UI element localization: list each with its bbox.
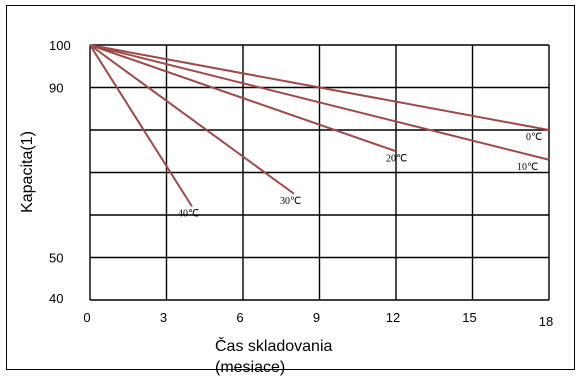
x-tick-label-6: 18 [539, 314, 553, 329]
tick-labels: 0 3 6 9 12 15 18 40 50 90 100 [49, 38, 553, 329]
y-tick-label-3: 100 [49, 38, 71, 53]
series-label-3: 30℃ [280, 196, 301, 207]
chart-frame [6, 5, 575, 370]
y-tick-label-2: 90 [49, 81, 63, 96]
series-lines: 0℃ 10℃ 20℃ 30℃ 40℃ [89, 44, 550, 220]
y-tick-label-0: 40 [49, 291, 63, 306]
x-tick-label-1: 3 [160, 310, 167, 325]
x-tick-label-4: 12 [386, 310, 400, 325]
series-label-2: 20℃ [386, 153, 407, 164]
x-tick-label-2: 6 [236, 310, 243, 325]
x-tick-label-0: 0 [83, 310, 90, 325]
x-axis-title-line2: (mesiace) [215, 359, 285, 376]
y-axis-title: Kapacita(1) [19, 131, 36, 213]
series-label-0: 0℃ [526, 132, 542, 143]
series-label-1: 10℃ [517, 162, 538, 173]
series-line-0 [89, 44, 550, 131]
x-axis-title-line1: Čas skladovania [215, 336, 333, 355]
y-tick-label-1: 50 [49, 251, 63, 266]
grid [89, 44, 550, 301]
series-line-4 [89, 44, 193, 208]
x-tick-label-3: 9 [313, 310, 320, 325]
series-line-3 [89, 44, 295, 195]
series-line-2 [89, 44, 397, 153]
series-label-4: 40℃ [178, 209, 199, 220]
series-line-1 [89, 44, 550, 161]
x-tick-label-5: 15 [462, 310, 476, 325]
